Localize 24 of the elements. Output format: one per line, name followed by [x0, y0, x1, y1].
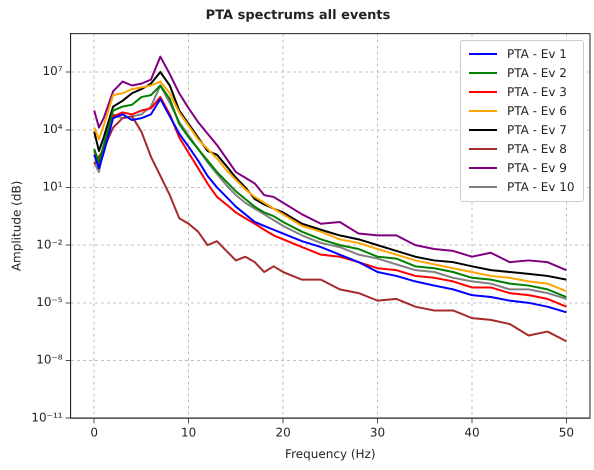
x-tick-label: 20	[275, 426, 291, 440]
legend-label: PTA - Ev 1	[506, 46, 568, 64]
x-tick-label: 30	[370, 426, 386, 440]
legend-label: PTA - Ev 10	[506, 179, 575, 196]
x-tick-label: 40	[464, 426, 480, 440]
x-tick-label: 50	[558, 426, 574, 440]
legend-label: PTA - Ev 8	[506, 141, 568, 158]
x-axis-title: Frequency (Hz)	[285, 446, 376, 461]
legend-label: PTA - Ev 3	[506, 84, 568, 102]
y-tick-label: 10⁻¹¹	[31, 410, 63, 424]
x-tick-label: 0	[90, 426, 98, 440]
y-tick-label: 10⁷	[42, 64, 63, 78]
y-tick-label: 10⁻⁵	[36, 294, 63, 309]
legend-label: PTA - Ev 6	[506, 103, 568, 120]
y-tick-label: 10⁴	[42, 122, 63, 136]
legend-label: PTA - Ev 7	[506, 122, 568, 140]
chart-title: PTA spectrums all events	[206, 8, 391, 24]
y-tick-label: 10¹	[42, 180, 63, 194]
legend-label: PTA - Ev 9	[506, 160, 568, 178]
y-tick-label: 10⁻⁸	[36, 352, 63, 367]
y-tick-label: 10⁻²	[36, 237, 63, 252]
y-axis-title: Amplitude (dB)	[9, 180, 24, 272]
legend-label: PTA - Ev 2	[506, 65, 568, 82]
x-tick-label: 10	[181, 426, 196, 440]
